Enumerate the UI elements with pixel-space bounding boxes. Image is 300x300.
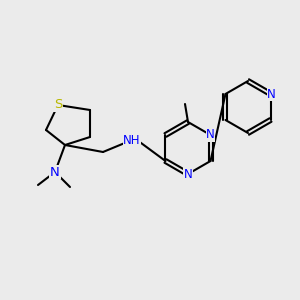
Text: N: N xyxy=(206,128,215,142)
Text: S: S xyxy=(54,98,62,112)
Text: N: N xyxy=(50,166,60,178)
Text: N: N xyxy=(267,88,276,100)
Text: NH: NH xyxy=(123,134,141,148)
Text: N: N xyxy=(184,167,192,181)
